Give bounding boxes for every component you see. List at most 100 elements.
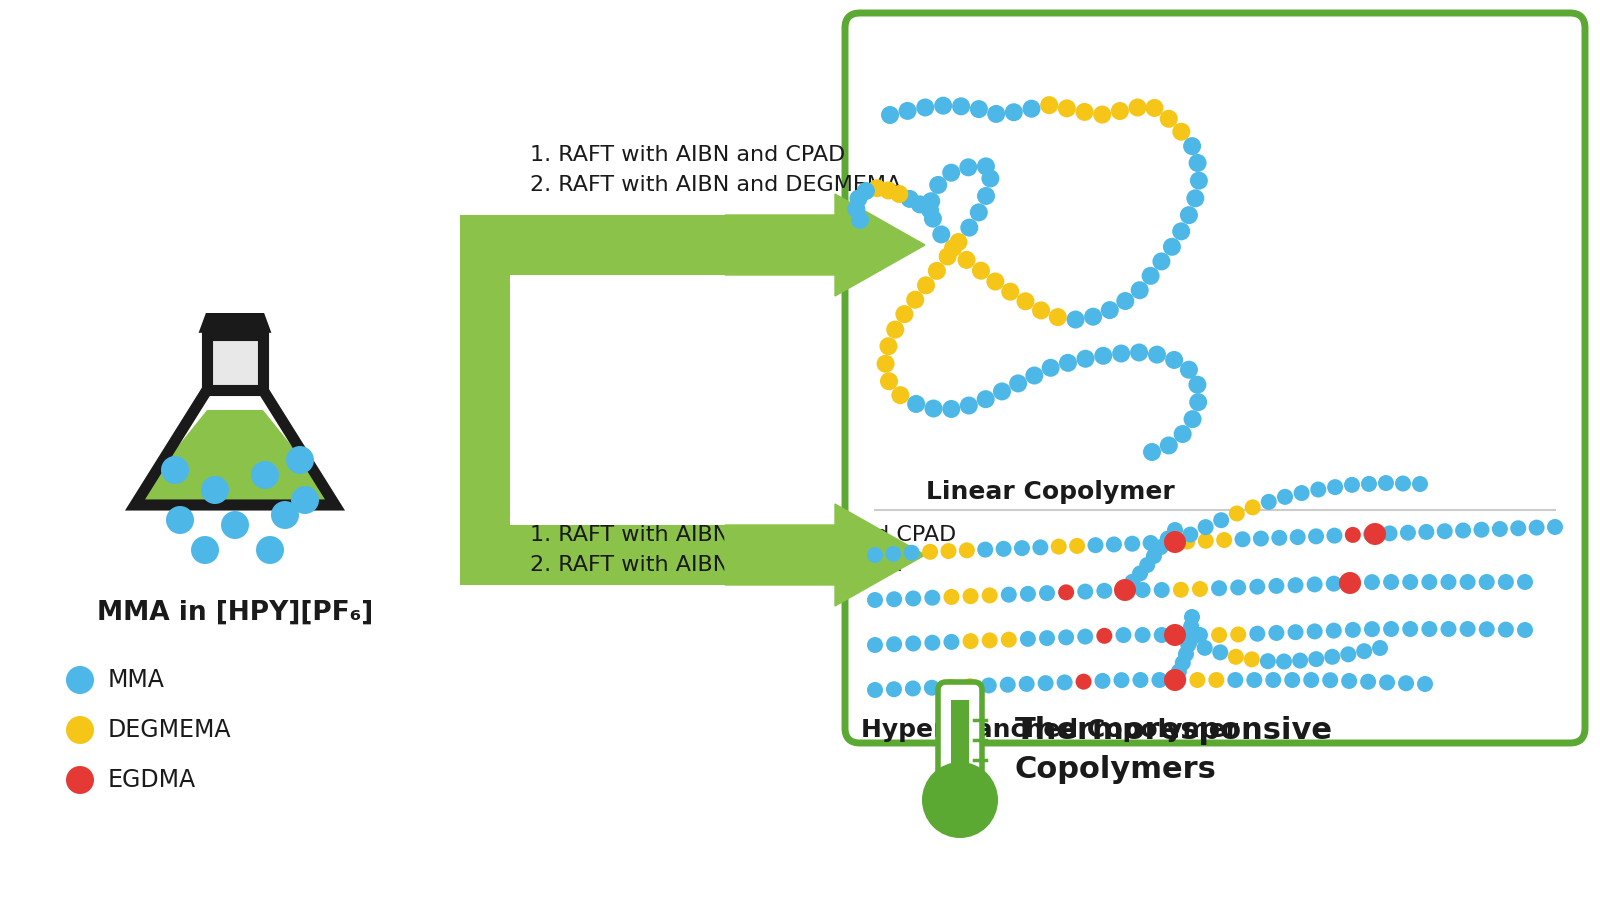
Circle shape — [963, 633, 979, 650]
Circle shape — [906, 291, 925, 309]
Circle shape — [976, 390, 995, 408]
Circle shape — [970, 204, 987, 222]
Circle shape — [906, 680, 922, 696]
Circle shape — [1171, 672, 1187, 688]
Circle shape — [1309, 528, 1325, 544]
Circle shape — [942, 164, 960, 182]
Circle shape — [1341, 673, 1357, 689]
Circle shape — [923, 210, 942, 228]
Circle shape — [886, 681, 902, 697]
Circle shape — [1454, 523, 1470, 539]
Circle shape — [1339, 572, 1362, 594]
Text: EGDMA: EGDMA — [109, 768, 197, 792]
Circle shape — [1077, 584, 1093, 599]
Circle shape — [291, 486, 318, 514]
Circle shape — [1418, 676, 1434, 692]
Circle shape — [1067, 311, 1085, 329]
Circle shape — [1114, 579, 1136, 601]
Circle shape — [1269, 578, 1285, 594]
Circle shape — [1094, 347, 1112, 365]
Bar — [510, 525, 774, 585]
Circle shape — [1162, 534, 1178, 551]
Circle shape — [1325, 649, 1341, 665]
Circle shape — [1163, 238, 1181, 256]
Circle shape — [1189, 376, 1206, 394]
Circle shape — [944, 589, 960, 605]
Circle shape — [1181, 637, 1197, 653]
Circle shape — [1277, 489, 1293, 505]
Bar — [510, 215, 774, 275]
Circle shape — [1088, 537, 1104, 553]
Circle shape — [1478, 574, 1494, 590]
Circle shape — [1026, 367, 1043, 385]
Circle shape — [1402, 621, 1418, 637]
Circle shape — [1147, 346, 1166, 364]
Circle shape — [1014, 540, 1030, 556]
Circle shape — [869, 179, 886, 197]
Circle shape — [944, 634, 960, 650]
Circle shape — [982, 633, 998, 649]
Bar — [950, 700, 970, 805]
Circle shape — [1294, 485, 1310, 501]
Circle shape — [1134, 627, 1150, 643]
Circle shape — [850, 189, 867, 207]
Circle shape — [890, 185, 909, 203]
Circle shape — [1288, 624, 1304, 641]
Circle shape — [286, 446, 314, 474]
Circle shape — [1117, 582, 1133, 598]
Circle shape — [1056, 675, 1072, 690]
Circle shape — [1418, 524, 1434, 540]
Circle shape — [1235, 532, 1251, 547]
Circle shape — [1182, 633, 1198, 650]
Circle shape — [1326, 479, 1342, 496]
Text: Hyperbranched Copolymer: Hyperbranched Copolymer — [861, 718, 1238, 742]
Circle shape — [1213, 644, 1229, 660]
Circle shape — [1491, 521, 1507, 537]
Circle shape — [896, 305, 914, 323]
Circle shape — [190, 536, 219, 564]
Circle shape — [1341, 646, 1357, 662]
Circle shape — [906, 590, 922, 606]
Circle shape — [904, 545, 920, 560]
Circle shape — [1182, 628, 1198, 643]
Circle shape — [1077, 350, 1094, 368]
Circle shape — [1166, 522, 1182, 538]
Circle shape — [867, 547, 883, 563]
Text: MMA: MMA — [109, 668, 165, 692]
Circle shape — [1125, 536, 1141, 551]
Circle shape — [1517, 622, 1533, 638]
Circle shape — [1085, 308, 1102, 326]
Circle shape — [1269, 625, 1285, 641]
Circle shape — [886, 591, 902, 607]
Circle shape — [1000, 632, 1016, 648]
Circle shape — [1402, 574, 1418, 590]
Circle shape — [1182, 137, 1202, 155]
Circle shape — [942, 400, 960, 418]
Circle shape — [256, 536, 285, 564]
Circle shape — [867, 637, 883, 653]
Circle shape — [1005, 104, 1022, 122]
Circle shape — [1253, 531, 1269, 547]
Circle shape — [166, 506, 194, 534]
Circle shape — [1413, 476, 1429, 492]
Circle shape — [1152, 252, 1171, 270]
Circle shape — [949, 233, 968, 251]
Circle shape — [942, 679, 958, 695]
Circle shape — [1189, 154, 1206, 172]
Text: DEGMEMA: DEGMEMA — [109, 718, 232, 742]
Circle shape — [917, 277, 934, 295]
Circle shape — [1363, 526, 1379, 542]
Circle shape — [1032, 540, 1048, 555]
Circle shape — [1110, 102, 1130, 120]
Circle shape — [1362, 476, 1378, 492]
Circle shape — [963, 588, 979, 605]
Circle shape — [1096, 583, 1112, 599]
Circle shape — [1307, 577, 1323, 593]
Circle shape — [1290, 529, 1306, 545]
Circle shape — [1059, 354, 1077, 372]
Circle shape — [1115, 627, 1131, 643]
Circle shape — [1002, 283, 1019, 301]
Circle shape — [981, 678, 997, 694]
Circle shape — [1246, 672, 1262, 688]
Circle shape — [1259, 653, 1275, 669]
